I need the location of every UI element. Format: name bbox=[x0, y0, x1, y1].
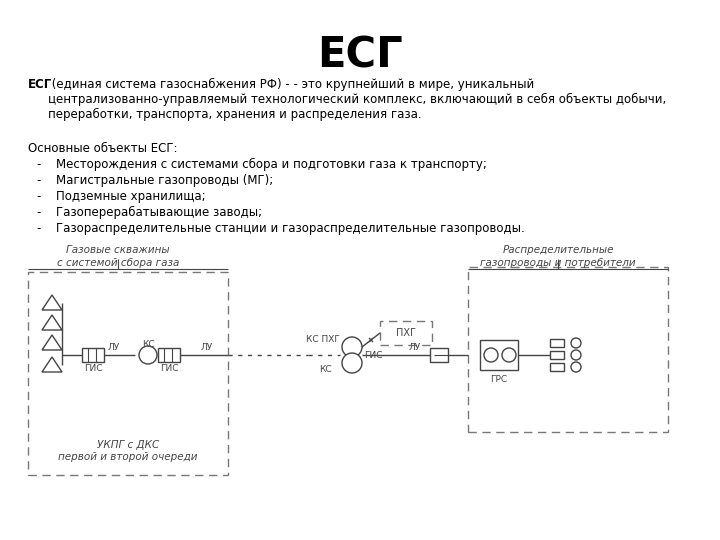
Text: КС: КС bbox=[319, 364, 332, 374]
Text: Газораспределительные станции и газораспределительные газопроводы.: Газораспределительные станции и газорасп… bbox=[56, 222, 525, 235]
Bar bbox=[158, 348, 180, 362]
Circle shape bbox=[484, 348, 498, 362]
Text: ГРС: ГРС bbox=[490, 375, 508, 384]
Text: ПХГ: ПХГ bbox=[396, 328, 416, 338]
Polygon shape bbox=[42, 295, 62, 310]
Circle shape bbox=[139, 346, 157, 364]
Circle shape bbox=[571, 338, 581, 348]
Circle shape bbox=[342, 337, 362, 357]
Text: -: - bbox=[36, 158, 40, 171]
Bar bbox=[550, 363, 564, 371]
Circle shape bbox=[571, 350, 581, 360]
Text: -: - bbox=[36, 222, 40, 235]
Polygon shape bbox=[42, 335, 62, 350]
Bar bbox=[480, 340, 518, 370]
Text: ГИС: ГИС bbox=[160, 364, 179, 373]
Text: первой и второй очереди: первой и второй очереди bbox=[58, 452, 198, 462]
Text: Основные объекты ЕСГ:: Основные объекты ЕСГ: bbox=[28, 142, 178, 155]
Text: КС: КС bbox=[142, 340, 154, 349]
Text: ЛУ: ЛУ bbox=[201, 343, 213, 352]
Bar bbox=[28, 272, 228, 475]
Text: Месторождения с системами сбора и подготовки газа к транспорту;: Месторождения с системами сбора и подгот… bbox=[56, 158, 487, 171]
Text: газопроводы и потребители: газопроводы и потребители bbox=[480, 258, 636, 268]
Circle shape bbox=[502, 348, 516, 362]
Polygon shape bbox=[42, 315, 62, 330]
Bar bbox=[550, 351, 564, 359]
Text: ЛУ: ЛУ bbox=[108, 343, 120, 352]
Bar bbox=[550, 339, 564, 347]
Text: Газовые скважины: Газовые скважины bbox=[66, 245, 170, 255]
Text: КС ПХГ: КС ПХГ bbox=[306, 334, 340, 343]
Bar bbox=[82, 348, 104, 362]
Circle shape bbox=[342, 353, 362, 373]
Text: -: - bbox=[36, 206, 40, 219]
Text: УКПГ с ДКС: УКПГ с ДКС bbox=[97, 440, 159, 450]
Text: -: - bbox=[36, 174, 40, 187]
Polygon shape bbox=[42, 357, 62, 372]
Text: (единая система газоснабжения РФ) - - это крупнейший в мире, уникальный
централи: (единая система газоснабжения РФ) - - эт… bbox=[48, 78, 666, 122]
Text: ЕСГ: ЕСГ bbox=[28, 78, 53, 91]
Text: Газоперерабатывающие заводы;: Газоперерабатывающие заводы; bbox=[56, 206, 262, 219]
Bar bbox=[468, 267, 668, 432]
Text: ГИС: ГИС bbox=[84, 364, 102, 373]
Circle shape bbox=[571, 362, 581, 372]
Text: Магистральные газопроводы (МГ);: Магистральные газопроводы (МГ); bbox=[56, 174, 274, 187]
Text: ГИС: ГИС bbox=[364, 350, 382, 360]
Text: Распределительные: Распределительные bbox=[503, 245, 613, 255]
Bar bbox=[380, 321, 432, 345]
Text: Подземные хранилища;: Подземные хранилища; bbox=[56, 190, 206, 203]
Text: -: - bbox=[36, 190, 40, 203]
Text: с системой сбора газа: с системой сбора газа bbox=[57, 258, 179, 268]
Text: ЛУ: ЛУ bbox=[409, 343, 421, 352]
Text: ЕСГ: ЕСГ bbox=[317, 35, 403, 77]
Bar bbox=[430, 348, 448, 362]
